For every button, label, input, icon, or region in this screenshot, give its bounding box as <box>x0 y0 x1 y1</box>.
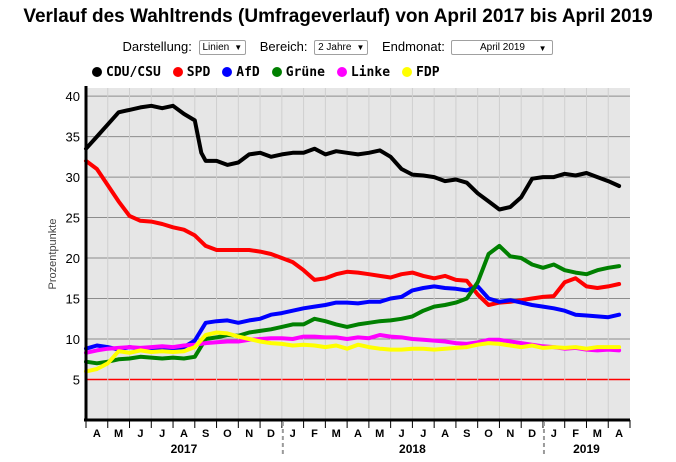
legend-dot-icon <box>402 67 413 77</box>
x-month-label: A <box>180 428 188 440</box>
legend-dot-icon <box>222 67 233 77</box>
x-year-label: 2019 <box>573 442 600 456</box>
x-month-label: A <box>615 428 623 440</box>
x-month-label: M <box>593 428 602 440</box>
series-line-gr-ne <box>84 243 622 366</box>
x-month-label: A <box>93 428 101 440</box>
x-month-label: D <box>267 428 275 440</box>
control-bereich: Bereich: 2 Jahre ▼ <box>260 39 369 55</box>
plot-background <box>86 88 630 420</box>
series-line-cdu-csu <box>84 103 622 212</box>
x-month-label: A <box>441 428 449 440</box>
x-year-label: 2018 <box>399 442 426 456</box>
x-month-label: J <box>290 428 296 440</box>
x-month-label: M <box>332 428 341 440</box>
x-month-label: O <box>484 428 493 440</box>
x-month-label: J <box>420 428 426 440</box>
x-month-label: D <box>528 428 536 440</box>
x-month-label: O <box>223 428 232 440</box>
x-month-label: J <box>159 428 165 440</box>
y-tick-label: 5 <box>73 373 80 388</box>
legend-item-linke[interactable]: Linke <box>336 65 391 80</box>
control-endmonat: Endmonat: April 2019 ▼ <box>382 39 554 55</box>
x-month-label: F <box>572 428 579 440</box>
darstellung-value: Linien <box>202 41 230 53</box>
endmonat-label: Endmonat: <box>381 38 445 54</box>
x-month-label: J <box>398 428 404 440</box>
legend-dot-icon <box>271 67 282 77</box>
legend-label: CDU/CSU <box>106 65 161 80</box>
y-axis-label: Prozentpunkte <box>47 219 59 290</box>
bereich-select[interactable]: 2 Jahre ▼ <box>314 39 369 55</box>
controls-bar: Darstellung: Linien ▼ Bereich: 2 Jahre ▼ E… <box>0 38 676 55</box>
legend-dot-icon <box>336 67 347 77</box>
x-month-label: N <box>506 428 514 440</box>
bereich-value: 2 Jahre <box>318 41 352 53</box>
x-month-label: F <box>311 428 318 440</box>
series-line-fdp <box>84 330 622 374</box>
legend-label: Linke <box>350 65 391 80</box>
chart-title: Verlauf des Wahltrends (Umfrageverlauf) … <box>23 6 653 27</box>
y-tick-label: 15 <box>66 292 80 307</box>
legend-item-afd[interactable]: AfD <box>222 65 260 80</box>
chevron-down-icon: ▼ <box>356 42 365 52</box>
x-month-label: N <box>245 428 253 440</box>
legend-label: SPD <box>186 65 211 80</box>
y-tick-label: 30 <box>66 170 80 185</box>
legend-item-spd[interactable]: SPD <box>172 65 211 80</box>
y-tick-label: 20 <box>66 251 80 266</box>
x-month-label: M <box>114 428 123 440</box>
y-tick-label: 25 <box>66 211 80 226</box>
x-month-label: J <box>137 428 143 440</box>
y-tick-label: 40 <box>66 89 80 104</box>
x-year-label: 2017 <box>171 442 198 456</box>
legend-label: AfD <box>236 65 260 80</box>
chevron-down-icon: ▼ <box>538 43 547 53</box>
chart-legend: CDU/CSU SPD AfD Grüne Linke FDP <box>92 65 452 80</box>
x-month-label: M <box>375 428 384 440</box>
legend-label: Grüne <box>285 65 325 80</box>
legend-item-cdu-csu[interactable]: CDU/CSU <box>92 65 161 80</box>
legend-dot-icon <box>172 67 183 77</box>
x-month-label: S <box>463 428 470 440</box>
series-line-spd <box>84 158 622 307</box>
y-tick-label: 10 <box>66 332 80 347</box>
endmonat-value: April 2019 <box>479 41 525 53</box>
legend-item-fdp[interactable]: FDP <box>402 65 440 80</box>
legend-item-gr-ne[interactable]: Grüne <box>271 65 325 80</box>
darstellung-label: Darstellung: <box>122 38 192 54</box>
y-tick-label: 35 <box>66 130 80 145</box>
x-month-label: S <box>202 428 209 440</box>
chevron-down-icon: ▼ <box>234 42 243 52</box>
legend-dot-icon <box>92 67 102 77</box>
x-month-label: J <box>551 428 557 440</box>
darstellung-select[interactable]: Linien ▼ <box>198 39 247 55</box>
bereich-label: Bereich: <box>259 38 308 54</box>
legend-label: FDP <box>416 65 440 80</box>
endmonat-select[interactable]: April 2019 ▼ <box>451 39 554 55</box>
control-darstellung: Darstellung: Linien ▼ <box>123 39 247 55</box>
x-month-label: A <box>354 428 362 440</box>
